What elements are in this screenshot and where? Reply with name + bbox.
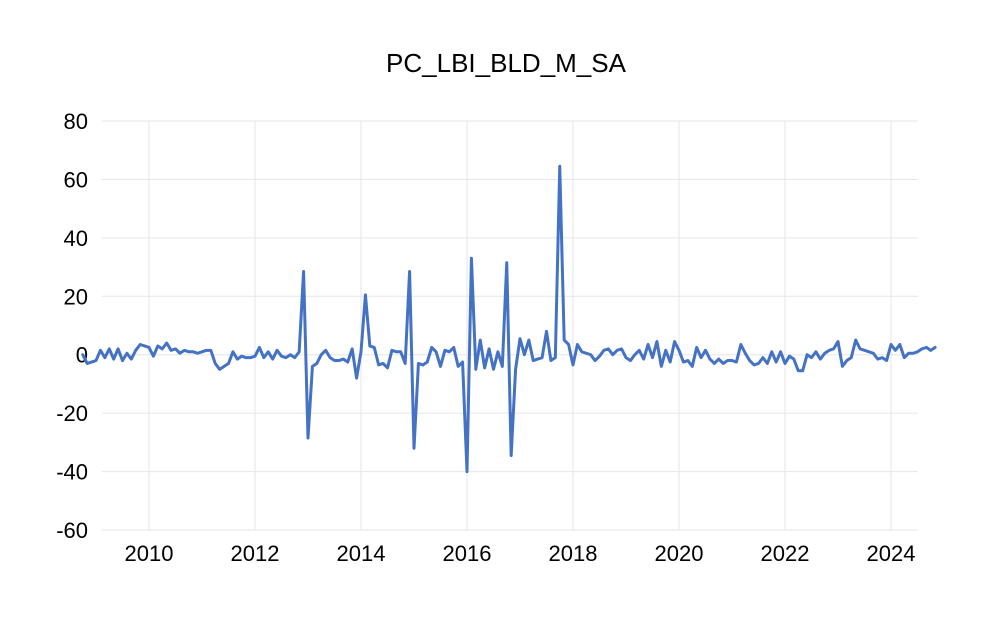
x-tick-label: 2016 <box>443 541 492 566</box>
y-tick-label: -20 <box>56 401 88 426</box>
y-tick-label: -60 <box>56 518 88 543</box>
y-tick-label: 60 <box>64 167 88 192</box>
x-tick-label: 2024 <box>867 541 916 566</box>
y-tick-label: 40 <box>64 226 88 251</box>
grid-lines <box>102 120 918 531</box>
series-layer <box>81 164 937 474</box>
series-line-1 <box>81 164 937 474</box>
y-tick-label: 20 <box>64 284 88 309</box>
x-tick-label: 2012 <box>231 541 280 566</box>
x-tick-label: 2010 <box>125 541 174 566</box>
x-tick-label: 2018 <box>549 541 598 566</box>
y-tick-label: 80 <box>64 109 88 134</box>
x-axis-tick-labels: 2010 2012 2014 2016 2018 2020 2022 2024 <box>125 541 916 566</box>
y-tick-label: -40 <box>56 460 88 485</box>
x-tick-label: 2014 <box>337 541 386 566</box>
x-tick-label: 2020 <box>655 541 704 566</box>
chart-title: PC_LBI_BLD_M_SA <box>386 48 627 78</box>
x-tick-label: 2022 <box>761 541 810 566</box>
